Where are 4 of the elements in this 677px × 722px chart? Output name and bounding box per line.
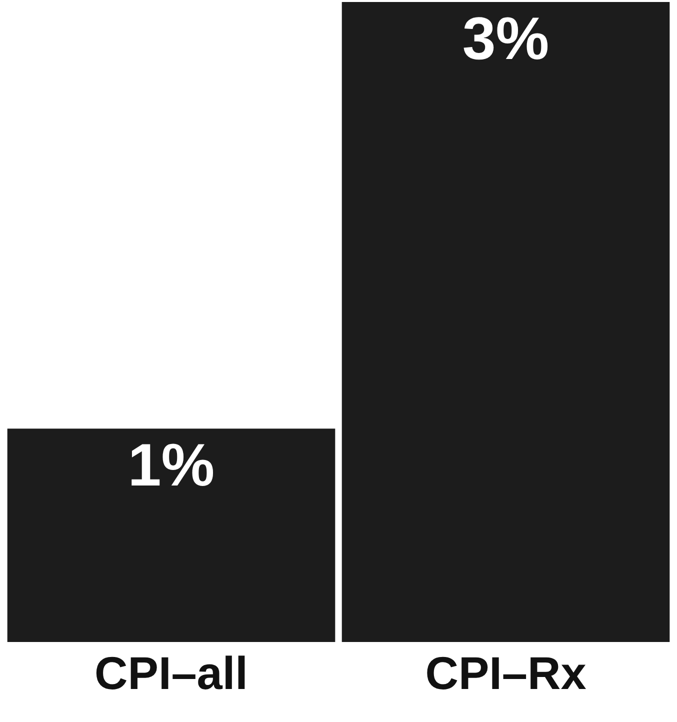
x-tick-label: CPI–Rx — [425, 647, 587, 699]
data-label: 1% — [128, 432, 215, 499]
data-label: 3% — [462, 5, 550, 72]
x-tick-label: CPI–all — [94, 647, 248, 699]
